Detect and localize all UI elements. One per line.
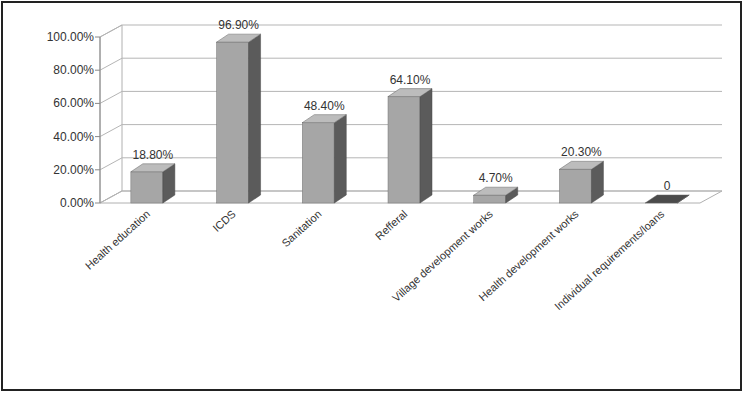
bar-top xyxy=(131,164,175,172)
x-tick-label: Village development works xyxy=(390,207,495,304)
x-tick-label: Individual requirements/loans xyxy=(552,207,667,312)
grid xyxy=(95,25,722,203)
bar xyxy=(217,34,261,203)
tick-mark xyxy=(95,203,100,204)
x-tick-label: Health development works xyxy=(476,207,581,303)
tick-mark xyxy=(95,103,100,104)
bar-side xyxy=(420,89,432,203)
grid-line xyxy=(100,25,722,37)
y-tick-label: 60.00% xyxy=(53,96,94,110)
bar-front xyxy=(131,172,163,203)
data-label: 0 xyxy=(664,179,671,193)
data-label: 4.70% xyxy=(479,171,513,185)
bar-side xyxy=(249,34,261,203)
data-label: 20.30% xyxy=(561,145,602,159)
bar-front xyxy=(217,42,249,203)
data-label: 18.80% xyxy=(133,148,174,162)
bar-front xyxy=(474,195,506,203)
y-tick-label: 20.00% xyxy=(53,163,94,177)
y-tick-label: 40.00% xyxy=(53,130,94,144)
tick-mark xyxy=(95,169,100,170)
labels: 18.80% Health education 96.90% ICDS 48.40% Sa… xyxy=(83,18,671,312)
tick-mark xyxy=(95,70,100,71)
bar-top xyxy=(645,195,689,203)
bar-top xyxy=(217,34,261,42)
tick-mark xyxy=(95,136,100,137)
y-tick-label: 0.00% xyxy=(60,196,94,210)
chart-frame xyxy=(2,2,741,390)
x-tick-label: Refferal xyxy=(373,208,410,243)
bar-top xyxy=(302,115,346,123)
x-tick-label: ICDS xyxy=(210,208,238,235)
y-tick-label: 100.00% xyxy=(47,30,95,44)
left-wall xyxy=(100,25,122,203)
bar-front xyxy=(302,123,334,203)
bar-top xyxy=(474,187,518,195)
bar xyxy=(645,195,689,203)
x-tick-label: Sanitation xyxy=(279,208,323,250)
bar xyxy=(302,115,346,203)
data-label: 96.90% xyxy=(218,18,259,32)
bar-side xyxy=(334,115,346,203)
bar xyxy=(474,187,518,203)
bar xyxy=(559,161,603,203)
bar-front xyxy=(559,169,591,203)
data-label: 48.40% xyxy=(304,99,345,113)
y-axis-line xyxy=(100,37,101,203)
bar-top xyxy=(388,89,432,97)
grid-line xyxy=(100,58,722,70)
bar-top xyxy=(559,161,603,169)
data-label: 64.10% xyxy=(390,73,431,87)
bar xyxy=(388,89,432,203)
x-tick-label: Health education xyxy=(83,208,152,272)
tick-mark xyxy=(95,37,100,38)
bar xyxy=(131,164,175,203)
y-tick-label: 80.00% xyxy=(53,63,94,77)
bar-front xyxy=(388,97,420,203)
bars xyxy=(131,34,689,203)
chart-svg: 0.00%20.00%40.00%60.00%80.00%100.00%18.8… xyxy=(0,0,744,393)
